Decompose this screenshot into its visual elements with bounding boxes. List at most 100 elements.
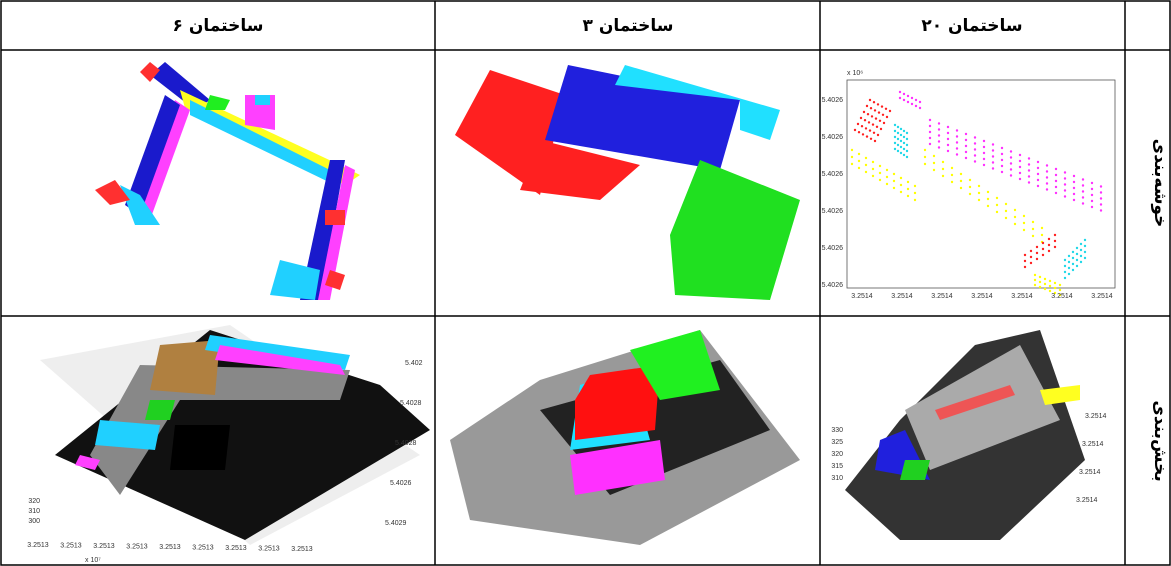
scatter-dot bbox=[982, 145, 986, 149]
scatter-dot bbox=[881, 113, 885, 117]
scatter-dot bbox=[860, 125, 864, 128]
scatter-dot bbox=[1041, 247, 1045, 251]
scatter-dot bbox=[1013, 222, 1017, 226]
scatter-dot bbox=[955, 147, 959, 150]
scatter-dot bbox=[977, 198, 981, 202]
scatter-dot bbox=[885, 115, 889, 119]
scatter-dot bbox=[898, 96, 902, 100]
scatter-dot bbox=[850, 148, 854, 152]
scatter-dot bbox=[905, 155, 909, 159]
scatter-dot bbox=[1063, 171, 1067, 174]
y-tick-label: 5.4026 bbox=[822, 208, 844, 215]
scatter-dot bbox=[1090, 193, 1094, 197]
scatter-dot bbox=[1043, 287, 1047, 291]
scatter-dot bbox=[902, 129, 906, 133]
scatter-dot bbox=[1075, 252, 1079, 256]
scatter-dot bbox=[1072, 198, 1076, 202]
scatter-dot bbox=[1053, 286, 1057, 290]
axis-exponent: x 10⁷ bbox=[85, 557, 101, 564]
scatter-dot bbox=[857, 159, 861, 163]
scatter-dot bbox=[1035, 257, 1039, 261]
scatter-dot bbox=[893, 141, 897, 145]
scatter-dot bbox=[964, 132, 968, 136]
scatter-dot bbox=[1022, 214, 1026, 218]
scatter-dot bbox=[1079, 260, 1083, 264]
scatter-dot bbox=[1038, 275, 1042, 279]
scatter-dot bbox=[1036, 184, 1040, 188]
scatter-dot bbox=[1053, 281, 1057, 285]
scatter-dot bbox=[884, 107, 888, 111]
scatter-dot bbox=[1067, 254, 1071, 258]
scatter-dot bbox=[864, 170, 868, 174]
scatter-dot bbox=[859, 116, 863, 120]
scatter-dot bbox=[1063, 177, 1067, 180]
scatter-dot bbox=[905, 143, 909, 147]
scatter-dot bbox=[1083, 250, 1087, 254]
scatter-dot bbox=[918, 100, 922, 104]
scatter-dot bbox=[941, 160, 945, 164]
scatter-dot bbox=[982, 157, 986, 161]
scatter-dot bbox=[1047, 243, 1051, 247]
row-label: خوشه‌بندی bbox=[1150, 139, 1170, 228]
scatter-dot bbox=[1071, 256, 1075, 260]
scatter-dot bbox=[950, 166, 954, 170]
scatter-dot bbox=[941, 167, 945, 171]
scatter-dot bbox=[871, 123, 875, 126]
row-label: بخش‌بندی bbox=[1150, 400, 1170, 481]
z-tick-label: 315 bbox=[831, 463, 843, 470]
scatter-dot bbox=[977, 184, 981, 188]
scatter-dot bbox=[946, 149, 950, 153]
scatter-dot bbox=[1033, 273, 1037, 277]
scatter-dot bbox=[977, 191, 981, 195]
scatter-dot bbox=[885, 168, 889, 172]
scatter-dot bbox=[868, 129, 872, 132]
scatter-dot bbox=[1027, 181, 1031, 184]
scatter-dot bbox=[1009, 174, 1013, 177]
scatter-dot bbox=[928, 118, 932, 122]
scatter-dot bbox=[1054, 191, 1058, 195]
scatter-dot bbox=[876, 103, 880, 106]
scatter-dot bbox=[1036, 160, 1040, 164]
scatter-dot bbox=[902, 147, 906, 151]
scatter-dot bbox=[973, 154, 977, 157]
scatter-dot bbox=[1035, 251, 1039, 255]
scatter-dot bbox=[991, 149, 995, 152]
scatter-dot bbox=[1004, 202, 1008, 206]
segment-image-6 bbox=[40, 325, 430, 545]
scatter-dot bbox=[864, 156, 868, 160]
scatter-dot bbox=[872, 101, 876, 104]
scatter-dot bbox=[937, 146, 941, 149]
column-header: ساختمان ۳ bbox=[583, 16, 674, 36]
scatter-dot bbox=[946, 131, 950, 135]
scatter-dot bbox=[991, 161, 995, 164]
y-tick-label: 3.2514 bbox=[1076, 497, 1098, 504]
y-tick-label: 5.4028 bbox=[400, 400, 422, 407]
scatter-dot bbox=[946, 125, 950, 129]
scatter-image-20: x 10⁶ 5.4026 5.4026 5.4026 5.4026 5.4026 5.40… bbox=[822, 70, 1116, 300]
scatter-dot bbox=[1054, 179, 1058, 183]
scatter-dot bbox=[1081, 190, 1085, 193]
scatter-dot bbox=[905, 137, 909, 141]
x-tick-label: 3.2514 bbox=[1091, 293, 1113, 300]
x-tick-label: 3.2513 bbox=[27, 542, 49, 549]
scatter-dot bbox=[1036, 178, 1040, 182]
scatter-dot bbox=[1081, 184, 1085, 187]
scatter-dot bbox=[913, 184, 917, 188]
scatter-dot bbox=[964, 138, 968, 142]
scatter-dot bbox=[1029, 255, 1033, 259]
scatter-dot bbox=[878, 164, 882, 168]
scatter-dot bbox=[1075, 246, 1079, 250]
scatter-dot bbox=[1027, 157, 1031, 160]
scatter-dot bbox=[1018, 171, 1022, 175]
scatter-dot bbox=[882, 121, 886, 125]
scatter-dot bbox=[991, 143, 995, 146]
scatter-dot bbox=[1018, 159, 1022, 163]
scatter-dot bbox=[1083, 244, 1087, 248]
scatter-dot bbox=[1063, 183, 1067, 186]
scatter-dot bbox=[1067, 260, 1071, 264]
scatter-dot bbox=[1053, 239, 1057, 243]
scatter-dot bbox=[937, 140, 941, 143]
scatter-dot bbox=[1054, 167, 1058, 171]
scatter-dot bbox=[1043, 282, 1047, 286]
